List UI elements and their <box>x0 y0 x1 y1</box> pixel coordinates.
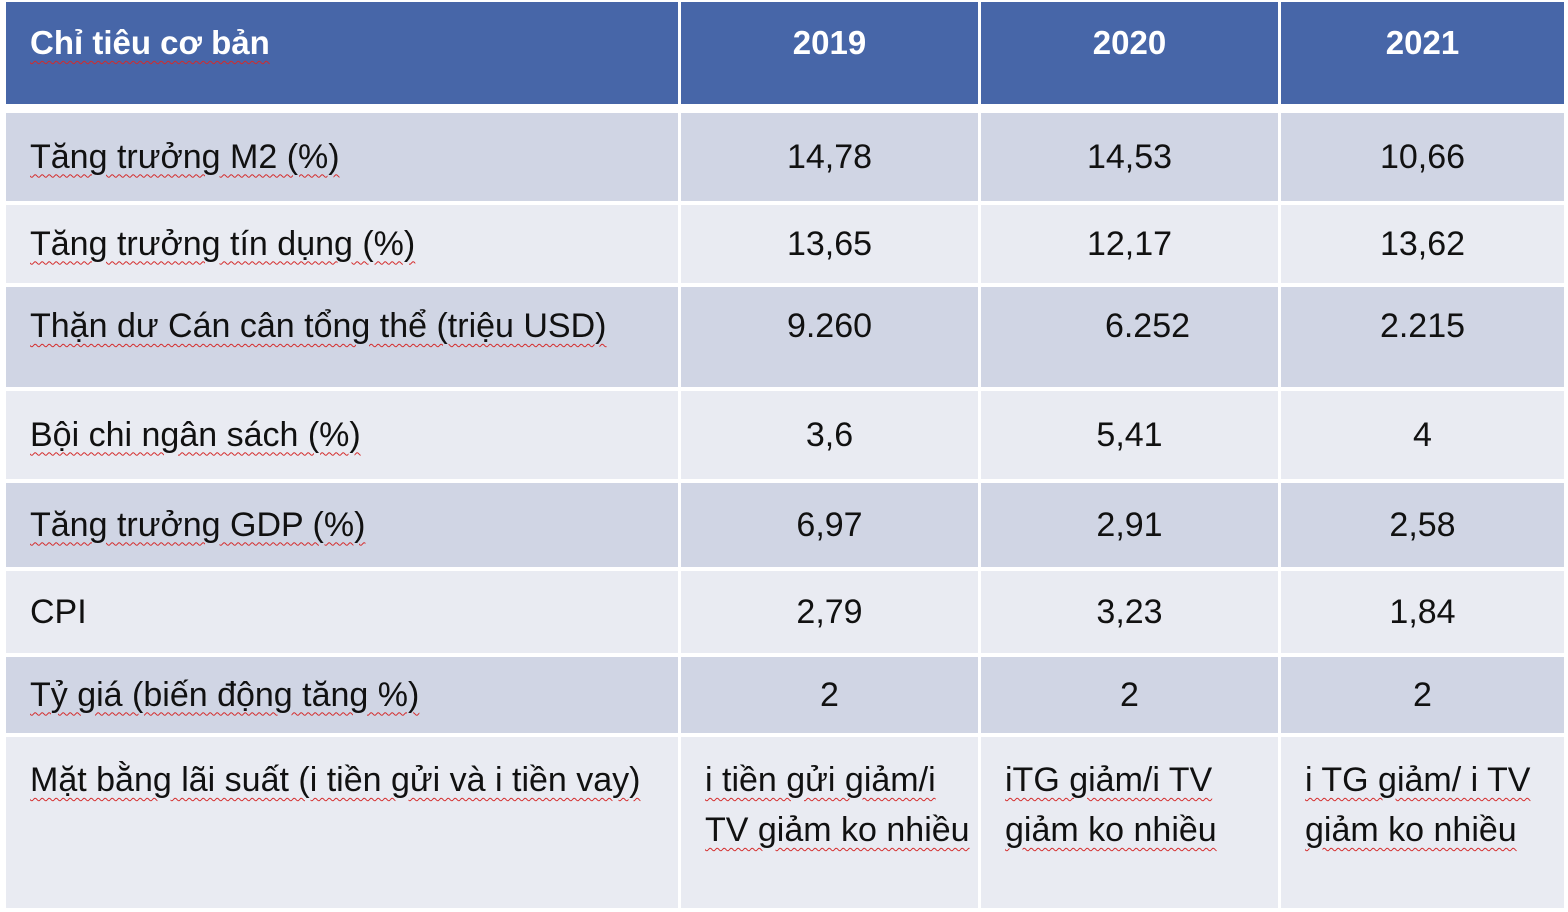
table-row: Tăng trưởng M2 (%) 14,78 14,53 10,66 <box>6 113 1564 205</box>
row-label: Tỷ giá (biến động tăng %) <box>6 657 681 737</box>
header-indicator: Chỉ tiêu cơ bản <box>6 2 681 113</box>
indicators-table: Chỉ tiêu cơ bản 2019 2020 2021 Tăng trưở… <box>6 2 1564 912</box>
cell-2019: 2 <box>681 657 981 737</box>
header-2020: 2020 <box>981 2 1281 113</box>
cell-2020: iTG giảm/i TV giảm ko nhiều <box>981 737 1281 912</box>
cell-2021: 2.215 <box>1281 287 1564 391</box>
table-row: Bội chi ngân sách (%) 3,6 5,41 4 <box>6 391 1564 483</box>
table-header-row: Chỉ tiêu cơ bản 2019 2020 2021 <box>6 2 1564 113</box>
table-row: CPI 2,79 3,23 1,84 <box>6 571 1564 657</box>
cell-2021: 4 <box>1281 391 1564 483</box>
cell-2021: 1,84 <box>1281 571 1564 657</box>
header-2019: 2019 <box>681 2 981 113</box>
cell-2021: 2,58 <box>1281 483 1564 571</box>
row-label: Mặt bằng lãi suất (i tiền gửi và i tiền … <box>6 737 681 912</box>
cell-2020: 2,91 <box>981 483 1281 571</box>
table-row: Tăng trưởng GDP (%) 6,97 2,91 2,58 <box>6 483 1564 571</box>
table-row: Tăng trưởng tín dụng (%) 13,65 12,17 13,… <box>6 205 1564 287</box>
cell-2020: 5,41 <box>981 391 1281 483</box>
cell-2019: 6,97 <box>681 483 981 571</box>
cell-2021: 13,62 <box>1281 205 1564 287</box>
table-row: Thặn dư Cán cân tổng thể (triệu USD) 9.2… <box>6 287 1564 391</box>
header-2021: 2021 <box>1281 2 1564 113</box>
cell-2019: 3,6 <box>681 391 981 483</box>
cell-2019: 9.260 <box>681 287 981 391</box>
row-label: Tăng trưởng GDP (%) <box>6 483 681 571</box>
cell-2020: 6.252 <box>981 287 1281 391</box>
cell-2021: 2 <box>1281 657 1564 737</box>
cell-2020: 14,53 <box>981 113 1281 205</box>
cell-2020: 2 <box>981 657 1281 737</box>
table-row: Tỷ giá (biến động tăng %) 2 2 2 <box>6 657 1564 737</box>
cell-2019: i tiền gửi giảm/i TV giảm ko nhiều <box>681 737 981 912</box>
row-label: Tăng trưởng tín dụng (%) <box>6 205 681 287</box>
cell-2019: 13,65 <box>681 205 981 287</box>
cell-2021: i TG giảm/ i TV giảm ko nhiều <box>1281 737 1564 912</box>
cell-2020: 3,23 <box>981 571 1281 657</box>
row-label: Thặn dư Cán cân tổng thể (triệu USD) <box>6 287 681 391</box>
cell-2019: 2,79 <box>681 571 981 657</box>
row-label: CPI <box>6 571 681 657</box>
cell-2019: 14,78 <box>681 113 981 205</box>
cell-2020: 12,17 <box>981 205 1281 287</box>
cell-2021: 10,66 <box>1281 113 1564 205</box>
row-label: Bội chi ngân sách (%) <box>6 391 681 483</box>
table-row: Mặt bằng lãi suất (i tiền gửi và i tiền … <box>6 737 1564 912</box>
row-label: Tăng trưởng M2 (%) <box>6 113 681 205</box>
